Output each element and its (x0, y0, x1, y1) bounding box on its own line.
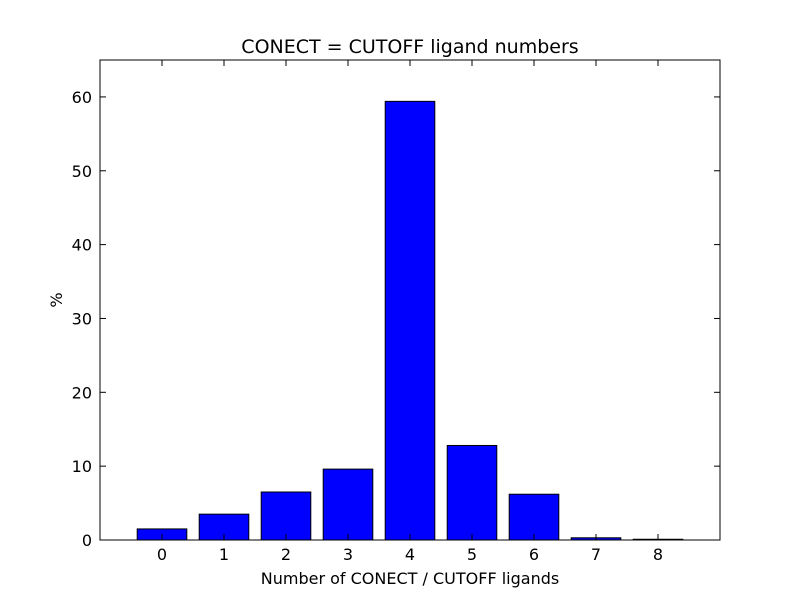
y-tick-label: 10 (72, 457, 92, 476)
y-ticks: 0 10 20 30 40 50 60 (72, 88, 720, 550)
x-tick-label: 0 (157, 545, 167, 564)
y-tick-label: 40 (72, 236, 92, 255)
bars (136, 100, 684, 541)
bar-4 (384, 100, 436, 541)
x-tick-label: 2 (281, 545, 291, 564)
y-tick-label: 60 (72, 88, 92, 107)
x-axis-label: Number of CONECT / CUTOFF ligands (261, 569, 559, 588)
x-tick-label: 7 (591, 545, 601, 564)
x-tick-label: 1 (219, 545, 229, 564)
y-tick-label: 0 (82, 531, 92, 550)
x-tick-label: 3 (343, 545, 353, 564)
x-tick-label: 5 (467, 545, 477, 564)
x-tick-label: 8 (653, 545, 663, 564)
y-tick-label: 30 (72, 309, 92, 328)
x-tick-label: 6 (529, 545, 539, 564)
bar-2 (260, 491, 312, 541)
plot-frame (99, 59, 721, 541)
bar-5 (446, 444, 498, 541)
y-tick-label: 20 (72, 383, 92, 402)
bar-6 (508, 493, 560, 541)
bar-3 (322, 468, 374, 541)
y-tick-label: 50 (72, 162, 92, 181)
chart-title: CONECT = CUTOFF ligand numbers (241, 36, 578, 58)
x-tick-label: 4 (405, 545, 415, 564)
y-axis-label: % (47, 292, 66, 307)
x-ticks: 0 1 2 3 4 5 6 7 8 (157, 60, 663, 564)
